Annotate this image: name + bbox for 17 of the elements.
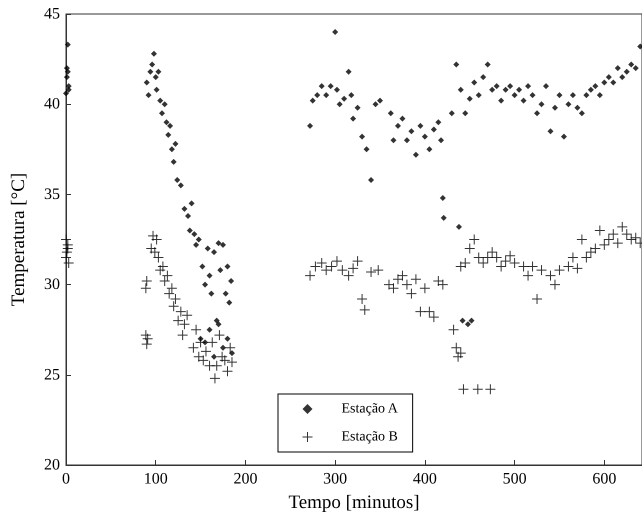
x-tick-label: 100: [144, 470, 168, 488]
x-tick-label: 600: [592, 470, 616, 488]
y-tick-label: 30: [44, 276, 60, 294]
legend-label: Estação B: [342, 430, 398, 444]
y-tick-label: 35: [44, 186, 60, 203]
x-tick-label: 0: [62, 470, 70, 488]
x-tick-label: 200: [233, 470, 258, 488]
x-tick-label: 500: [502, 470, 527, 488]
x-tick-label: 400: [412, 470, 437, 488]
x-axis-title: Tempo [minutos]: [288, 492, 420, 513]
y-tick-label: 45: [44, 6, 60, 22]
legend-label: Estação A: [342, 402, 399, 416]
y-tick-label: 40: [44, 96, 60, 113]
y-tick-label: 25: [44, 366, 60, 384]
y-tick-label: 20: [44, 456, 60, 474]
x-tick-label: 300: [323, 470, 348, 488]
y-axis-title: Temperatura [°C]: [8, 172, 29, 306]
